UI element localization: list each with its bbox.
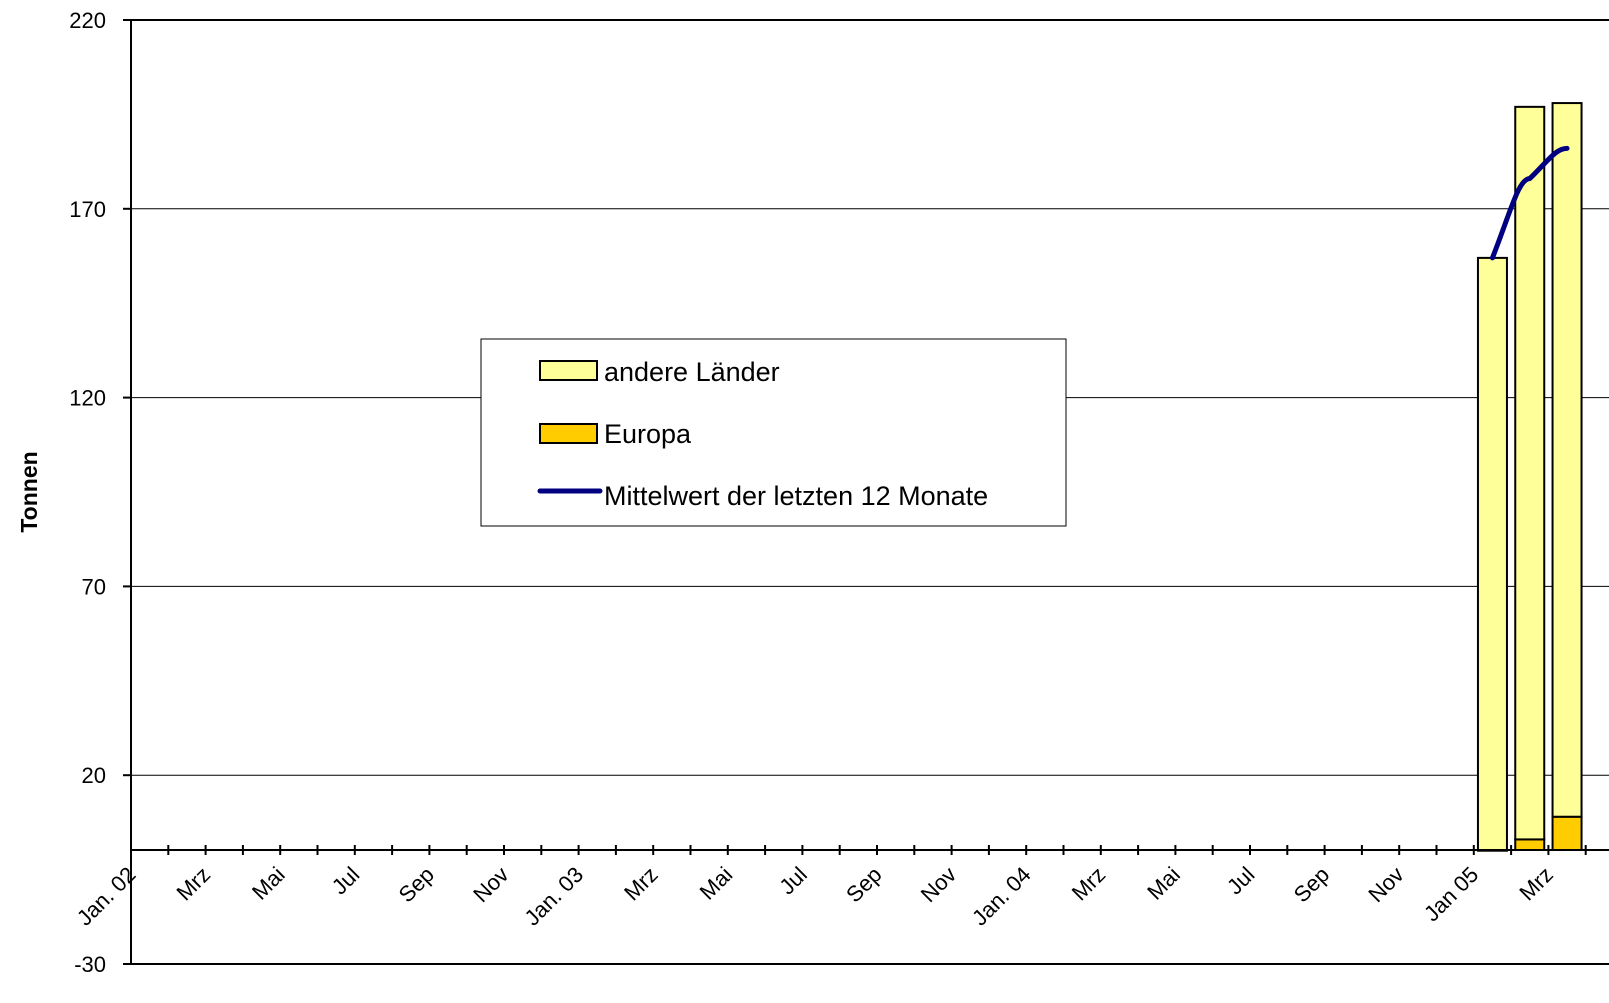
- x-tick-label-12: Jan. 04: [967, 862, 1036, 931]
- legend-label-europa: Europa: [604, 419, 692, 449]
- x-tick-label-17: Nov: [1363, 862, 1408, 907]
- legend: andere Länder Europa Mittelwert der letz…: [480, 338, 1067, 527]
- y-tick-label-3: 70: [82, 574, 106, 599]
- bar-andere-laender-2: [1551, 102, 1583, 818]
- x-tick-label-11: Nov: [916, 862, 961, 907]
- moving-average-layer: [1489, 145, 1570, 261]
- legend-label-mittelwert: Mittelwert der letzten 12 Monate: [604, 481, 988, 511]
- bar-andere-laender-1: [1514, 105, 1546, 841]
- y-tick-labels: 220 170 120 70 20 -30: [69, 8, 106, 977]
- x-tick-label-1: Mrz: [172, 862, 216, 906]
- legend-swatch-andere-laender: [539, 360, 598, 381]
- x-tick-label-15: Jul: [1222, 862, 1260, 900]
- axes: [123, 19, 1609, 965]
- x-tick-label-4: Sep: [394, 862, 439, 907]
- y-axis-label: Tonnen: [16, 451, 42, 532]
- gridlines: [131, 208, 1609, 776]
- x-tick-label-3: Jul: [327, 862, 365, 900]
- bar-europa-2: [1551, 815, 1583, 852]
- x-tick-label-9: Jul: [774, 862, 812, 900]
- x-tick-label-5: Nov: [468, 862, 513, 907]
- x-tick-label-13: Mrz: [1067, 862, 1111, 906]
- x-tick-label-7: Mrz: [619, 862, 663, 906]
- line-mittelwert: [1489, 145, 1570, 261]
- bars: [1476, 102, 1583, 852]
- x-tick-labels: Jan. 02 Mrz Mai Jul Sep Nov Jan. 03 Mrz Mai Jul Se…: [72, 862, 1558, 931]
- y-tick-label-4: 20: [82, 763, 106, 788]
- legend-label-andere-laender: andere Länder: [604, 357, 780, 387]
- x-tick-label-6: Jan. 03: [519, 862, 588, 931]
- y-tick-label-1: 170: [69, 197, 106, 222]
- x-tick-label-14: Mai: [1142, 862, 1185, 905]
- x-tick-label-2: Mai: [247, 862, 290, 905]
- x-tick-label-19: Mrz: [1514, 862, 1558, 906]
- x-tick-label-16: Sep: [1289, 862, 1334, 907]
- x-tick-label-8: Mai: [695, 862, 738, 905]
- y-tick-label-0: 220: [69, 8, 106, 33]
- bar-andere-laender-0: [1476, 256, 1508, 852]
- y-tick-label-5: -30: [74, 952, 106, 977]
- legend-swatch-europa: [539, 423, 598, 444]
- y-tick-label-2: 120: [69, 386, 106, 411]
- bar-europa-1: [1514, 838, 1546, 852]
- x-tick-label-18: Jan 05: [1419, 862, 1483, 926]
- x-tick-label-10: Sep: [841, 862, 886, 907]
